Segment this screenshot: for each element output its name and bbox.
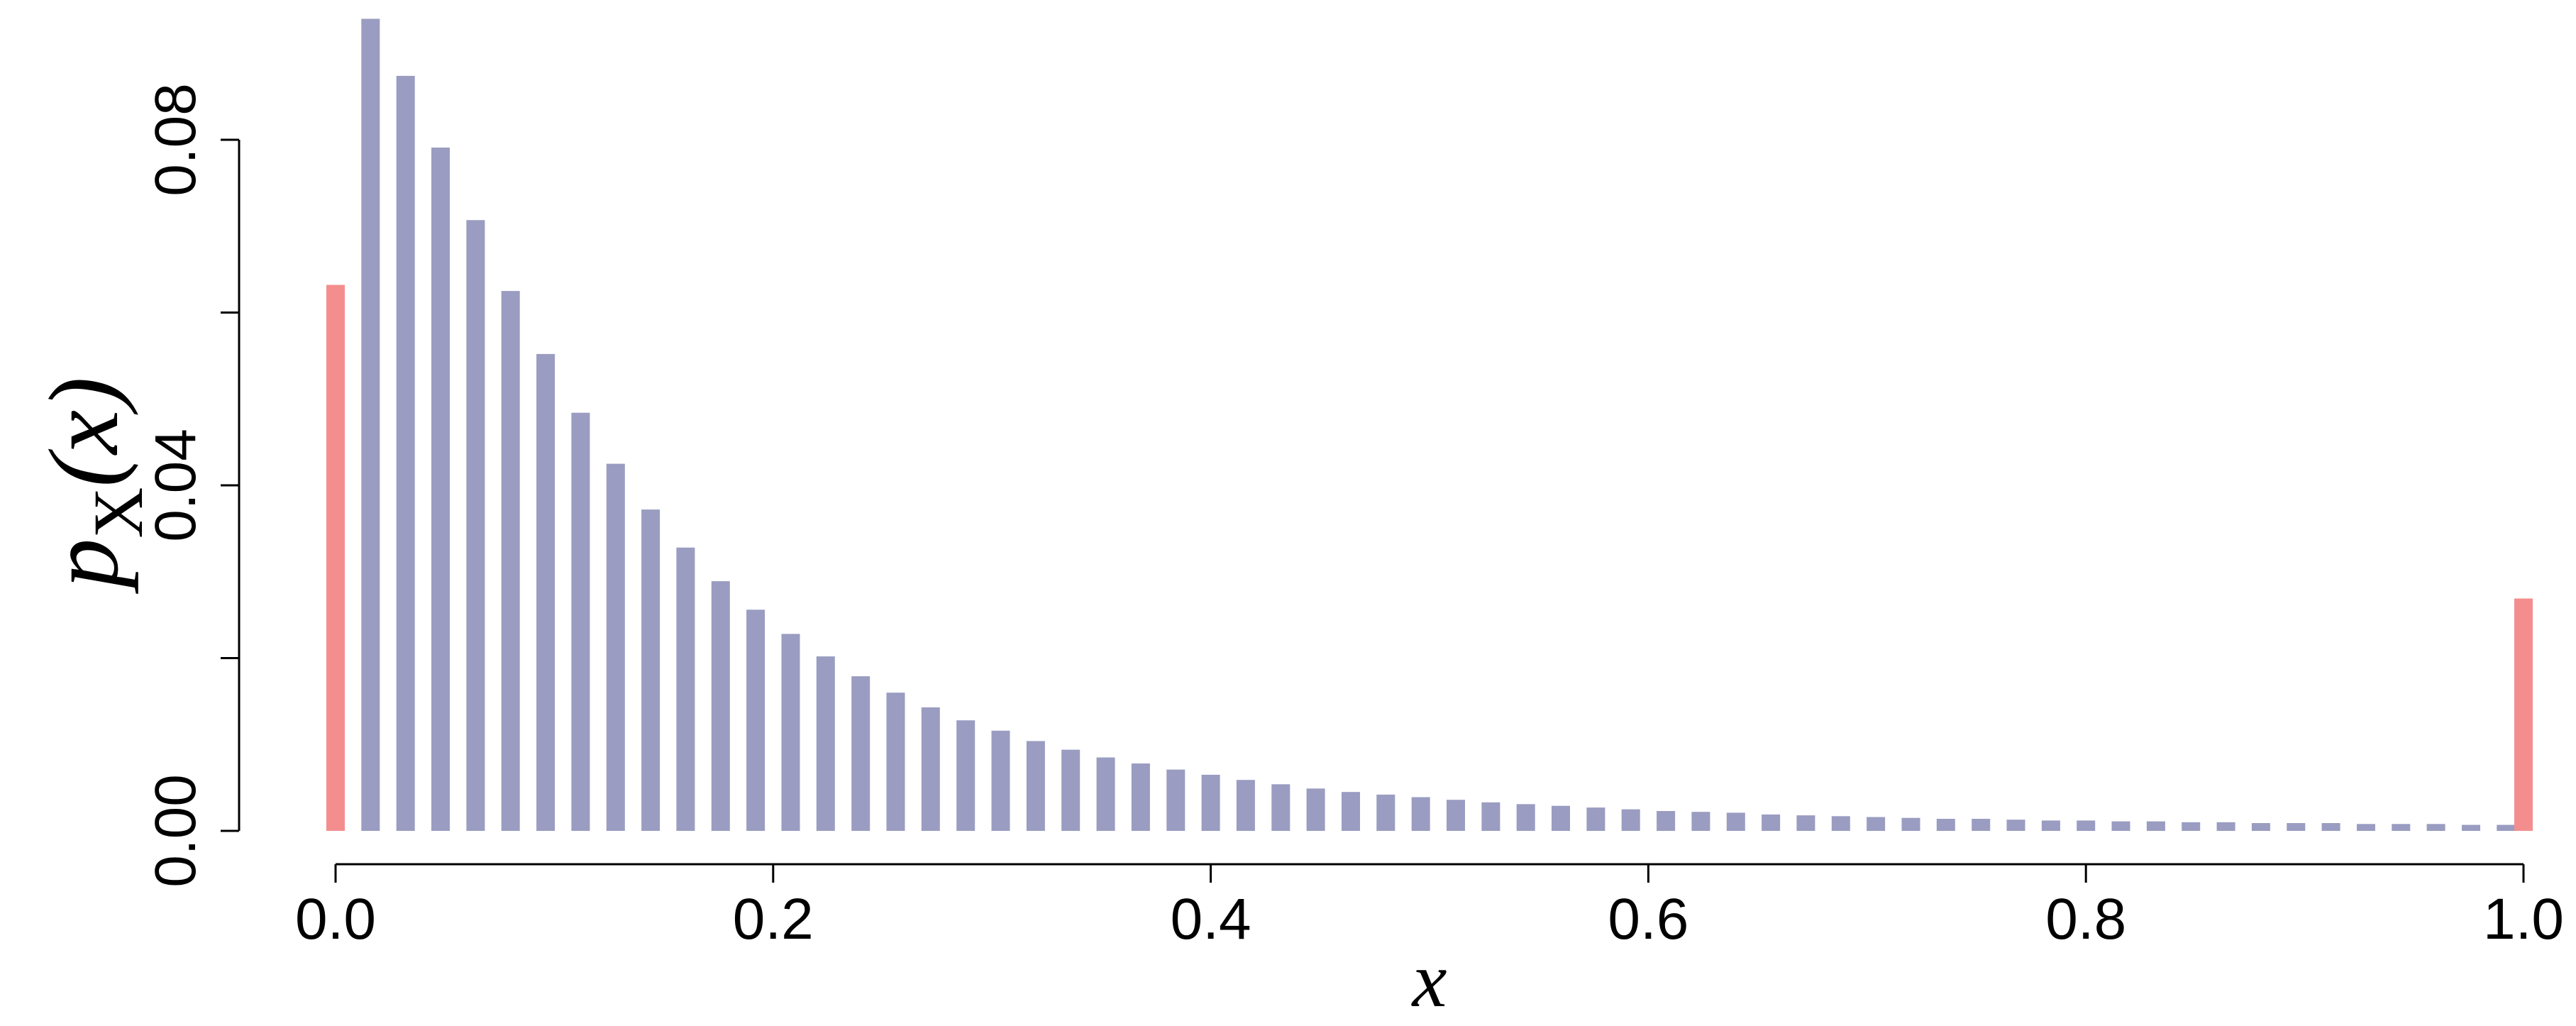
x-tick-label: 0.4 [1171,887,1251,951]
bar [1901,817,1920,831]
x-axis-title: x [1411,937,1447,1023]
bar [1762,814,1781,831]
x-tick-label: 0.0 [295,887,376,951]
bar [1306,788,1325,831]
bar [2514,598,2533,831]
bar [1796,815,1815,831]
bar [1831,816,1850,831]
bar [1972,819,1991,831]
bar [2111,821,2130,831]
x-tick-label: 0.6 [1608,887,1688,951]
bar [501,291,520,832]
bar [991,730,1010,831]
bar [1061,749,1080,831]
bar [921,707,940,831]
y-tick-label: 0.08 [143,83,208,197]
bar [1026,741,1045,831]
bar [676,547,695,831]
bar [571,412,590,831]
bar [1166,769,1185,831]
y-axis-title-subscript: X [79,487,157,539]
bar [2321,823,2340,831]
x-tick-label: 0.8 [2045,887,2126,951]
bar [1516,804,1535,831]
y-axis-title-argument: (x) [29,377,139,487]
bar [361,18,380,831]
bar [1411,797,1430,831]
bar [2006,820,2025,831]
bars [326,18,2533,832]
bar [431,148,450,831]
y-axis: 0.00 0.04 0.08 [143,83,241,888]
bar [2462,824,2480,831]
bar [536,353,555,831]
y-axis-title: pX(x) [29,377,157,595]
bar [851,676,870,831]
bar [1621,809,1640,831]
bar [2357,824,2375,831]
bar [2216,822,2235,831]
x-tick-label: 1.0 [2483,887,2564,951]
bar [2287,823,2306,831]
bar [326,285,345,831]
bar [1236,780,1255,831]
bar [466,220,485,831]
bar [1271,784,1290,831]
bar [711,581,730,831]
bar [1131,763,1150,831]
bar [641,509,660,831]
bar [2497,824,2516,831]
bar [1447,800,1465,831]
y-axis-title-main: p [29,539,139,595]
bar [2182,822,2201,831]
bar [886,693,905,831]
bar [2077,820,2096,831]
bar [2041,820,2060,831]
bar [746,609,765,831]
axis-titles: x pX(x) [29,377,1447,1023]
bar [1096,757,1115,831]
bar [1691,812,1710,831]
bar [816,656,835,831]
bar [1481,802,1500,831]
bar [1657,811,1676,831]
bar [1936,819,1955,831]
bar [1726,812,1745,831]
bar [781,634,800,831]
x-tick-label: 0.2 [733,887,814,951]
bar [2251,823,2270,831]
bar [1586,807,1605,831]
bar [396,75,415,831]
bar [2426,824,2445,831]
y-tick-label: 0.04 [143,429,208,542]
y-tick-label: 0.00 [143,774,208,888]
bar [1867,817,1886,831]
bar [956,720,975,831]
bar [1201,774,1220,831]
bar [1376,794,1395,831]
bar [1552,805,1570,831]
bar [2392,824,2411,831]
bar [606,463,625,831]
bar [1342,792,1360,831]
bar [2146,821,2165,831]
x-axis: 0.0 0.2 0.4 0.6 0.8 1.0 [295,863,2564,951]
